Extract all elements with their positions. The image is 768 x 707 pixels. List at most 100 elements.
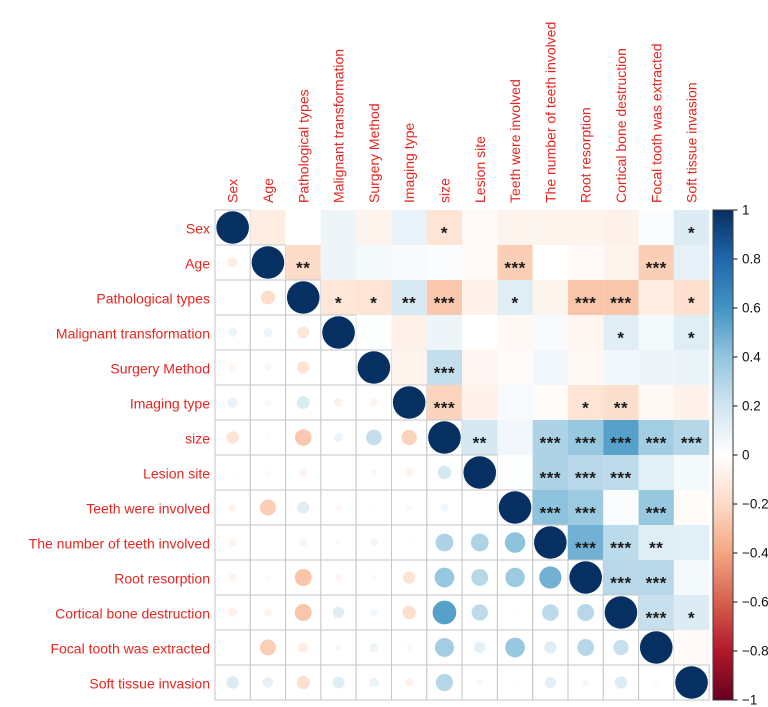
correlation-circle [259,639,276,656]
correlation-circle [512,610,518,615]
significance-stars: *** [681,434,702,453]
correlation-circle [577,639,595,656]
correlation-circle [512,680,518,685]
correlation-cell [638,385,674,420]
correlation-circle [435,533,454,552]
correlation-cell [568,245,604,280]
colorbar-tick-label: 0.4 [742,350,761,365]
colorbar-tick-label: 0.6 [742,301,761,316]
significance-stars: *** [540,469,561,488]
correlation-circle [299,468,308,477]
significance-stars: *** [575,469,596,488]
correlation-cell [673,455,710,490]
correlation-cell [462,350,498,385]
correlation-cell [603,350,639,385]
correlation-cell [568,490,604,525]
correlation-cell [462,420,498,455]
correlation-circle [504,532,526,553]
correlation-circle [294,604,312,621]
correlation-circle [614,676,628,689]
correlation-cell [673,210,710,245]
correlation-circle [406,540,412,545]
correlation-cell [426,385,463,420]
correlation-circle [227,257,238,268]
correlation-cell [426,210,463,245]
correlation-cell [462,385,498,420]
row-label: Sex [186,221,210,237]
correlation-cell [638,525,674,560]
correlation-circle [498,491,532,524]
significance-stars: *** [646,609,667,628]
significance-stars: ** [473,434,487,453]
correlation-cell [285,210,321,245]
correlation-circle [370,574,378,581]
correlation-cell [638,560,674,595]
correlation-cell [391,350,427,385]
correlation-circle [437,465,452,480]
correlation-cell [673,280,710,315]
significance-stars: *** [540,434,561,453]
correlation-cell [673,350,710,385]
correlation-cell [673,420,710,455]
correlation-circle [260,290,275,305]
correlation-cell [497,455,533,490]
correlation-cell [356,315,392,350]
correlation-circle [434,567,455,588]
column-label: The number of teeth involved [542,22,558,203]
correlation-cell [497,385,533,420]
significance-stars: *** [434,399,455,418]
correlation-circle [335,539,342,546]
correlation-cell [603,490,639,525]
correlation-circle [463,456,497,489]
correlation-circle [298,642,309,653]
significance-stars: * [617,329,624,348]
significance-stars: * [688,609,695,628]
correlation-cell [673,630,710,665]
correlation-cell [320,454,357,491]
significance-stars: ** [402,294,416,313]
significance-stars: ** [296,259,310,278]
correlation-circle [294,569,312,586]
correlation-cell [532,594,569,631]
correlation-cell [638,210,674,245]
colorbar-tick-label: −0.4 [742,546,768,561]
correlation-cell [638,490,674,525]
correlation-circle [228,327,238,338]
significance-stars: ** [614,399,628,418]
correlation-circle [639,631,673,664]
significance-stars: *** [575,294,596,313]
significance-stars: *** [610,574,631,593]
row-label: Surgery Method [110,361,210,377]
correlation-circle [228,538,237,547]
correlation-cell [673,560,710,595]
correlation-circle [286,281,320,314]
row-label: Cortical bone destruction [55,606,210,622]
significance-stars: * [335,294,342,313]
correlation-cell [426,350,463,385]
correlation-circle [322,316,355,349]
correlation-cell [532,420,568,455]
correlation-cell [638,455,674,490]
row-label: Soft tissue invasion [89,676,210,692]
correlation-cell [568,210,604,245]
significance-stars: *** [646,434,667,453]
column-label: Sex [225,179,241,203]
correlation-circle [370,468,378,477]
correlation-cell [673,385,710,420]
row-labels: Sex Age Pathological types Malignant transf… [29,221,211,692]
row-label: Teeth were involved [86,501,210,517]
column-labels: Sex Age Pathological types Malignant transf… [225,22,700,203]
correlation-circle [405,644,413,651]
correlation-circle [297,501,310,514]
significance-stars: ** [649,539,663,558]
correlation-cell [462,210,498,245]
correlation-cell [497,280,533,315]
correlation-cell [673,595,710,630]
correlation-circle [369,677,379,688]
correlation-circle [228,363,237,372]
correlation-cell [249,454,287,491]
correlation-circle [369,642,379,653]
matrix-cells [214,209,710,701]
significance-stars: * [688,329,695,348]
correlation-circle [297,361,310,374]
